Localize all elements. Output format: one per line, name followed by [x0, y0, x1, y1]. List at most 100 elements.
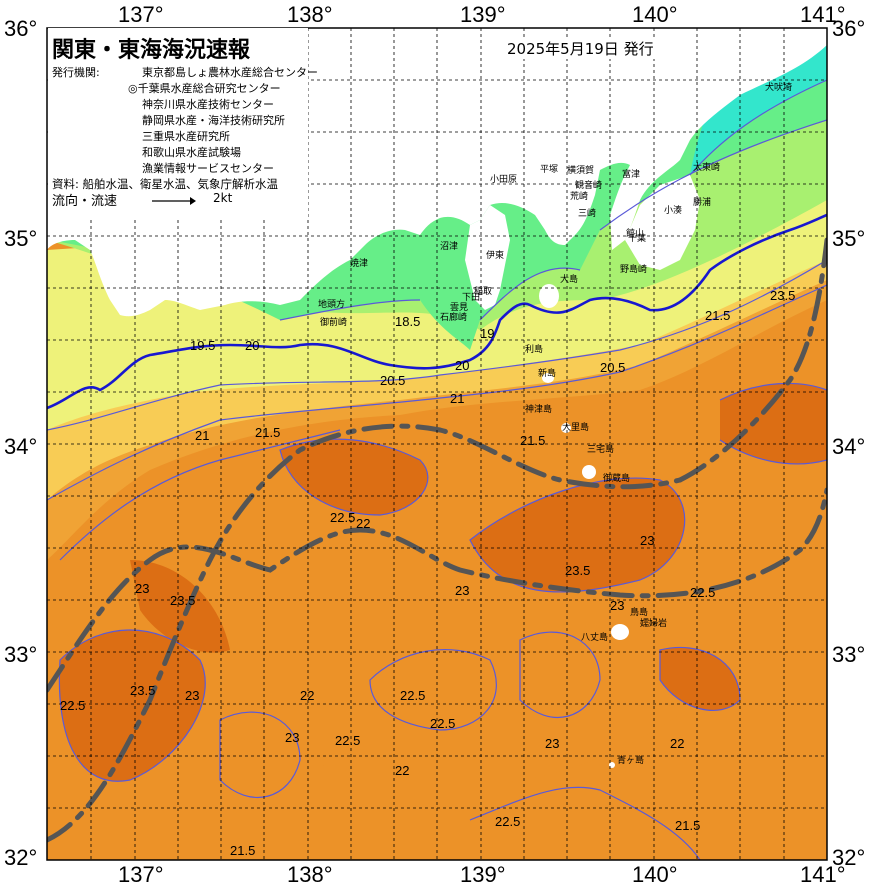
- lon-label: 139°: [460, 2, 506, 27]
- place-label: 勝浦: [693, 196, 711, 208]
- isotherm-label: 23: [545, 736, 559, 751]
- lat-label: 34°: [832, 434, 866, 459]
- isotherm-label: 23: [610, 598, 624, 613]
- lat-label: 36°: [832, 16, 866, 41]
- isotherm-label: 22: [670, 736, 684, 751]
- lat-label: 35°: [4, 226, 38, 251]
- isotherm-label: 21: [450, 391, 464, 406]
- lon-label: 140°: [632, 2, 678, 27]
- kuroshio-axis: [47, 237, 827, 843]
- isotherm-label: 21.5: [255, 425, 280, 440]
- lon-label: 141°: [800, 862, 846, 887]
- isotherm-label: 22: [356, 516, 370, 531]
- lat-label: 35°: [832, 226, 866, 251]
- isotherm-label: 22.5: [60, 698, 85, 713]
- lon-label: 137°: [118, 2, 164, 27]
- lon-label: 141°: [800, 2, 846, 27]
- lon-label: 137°: [118, 862, 164, 887]
- isotherm-label: 21.5: [675, 818, 700, 833]
- place-label: 石廊崎: [440, 311, 467, 323]
- isotherm-label: 23.5: [170, 593, 195, 608]
- place-label: 鳥島: [630, 606, 648, 618]
- isotherm-label: 23.5: [565, 563, 590, 578]
- isotherm-label: 23: [640, 533, 654, 548]
- agency-item: 和歌山県水産試験場: [142, 146, 241, 159]
- legend-box: [48, 28, 308, 218]
- isotherm-label: 21.5: [230, 843, 255, 858]
- place-label: 犬吠埼: [765, 81, 792, 93]
- isotherm-label: 22.5: [430, 716, 455, 731]
- agency-item: 三重県水産研究所: [142, 130, 230, 143]
- isotherm-20: [47, 213, 827, 410]
- lat-label: 34°: [4, 434, 38, 459]
- agency-label: 発行機関:: [52, 66, 100, 79]
- lon-label: 139°: [460, 862, 506, 887]
- isotherm-label: 20.5: [380, 373, 405, 388]
- isotherm-label: 22.5: [690, 585, 715, 600]
- place-label: 利島: [525, 343, 543, 355]
- lon-label: 138°: [287, 2, 333, 27]
- flow-scale: 2kt: [213, 191, 233, 205]
- place-label: 八丈島: [581, 631, 608, 643]
- place-labels: 犬吠埼 太東崎 勝浦 小湊 千葉 富津 館山 野島崎 横須賀 観音崎 荒崎 三崎…: [318, 81, 792, 766]
- isotherm-label: 23.5: [770, 288, 795, 303]
- place-label: 富津: [622, 168, 640, 180]
- island-oshima: [539, 284, 559, 308]
- isotherm-label: 22.5: [330, 510, 355, 525]
- lon-label: 138°: [287, 862, 333, 887]
- island-kozushima: [561, 423, 571, 433]
- land-izu: [465, 205, 510, 310]
- lat-label: 36°: [4, 16, 38, 41]
- lat-label: 32°: [4, 845, 38, 870]
- place-label: 新島: [538, 367, 556, 379]
- place-label: 沼津: [440, 241, 458, 252]
- island-miyake: [582, 465, 596, 479]
- isotherm-label: 22.5: [495, 814, 520, 829]
- agency-item: ◎千葉県水産総合研究センター: [128, 82, 281, 95]
- agency-item: 漁業情報サービスセンター: [142, 162, 274, 175]
- isotherm-label: 18.5: [395, 314, 420, 329]
- map-frame: [46, 27, 828, 861]
- place-label: 地頭方: [318, 298, 345, 310]
- place-label: 千葉: [628, 232, 646, 244]
- lat-label: 33°: [4, 642, 38, 667]
- isotherm-label: 22: [395, 763, 409, 778]
- isotherm-label: 21: [195, 428, 209, 443]
- isotherm-label: 23: [455, 583, 469, 598]
- isotherm-label: 23: [185, 688, 199, 703]
- place-label: 三宅島: [587, 443, 614, 455]
- isotherm-label: 22.5: [335, 733, 360, 748]
- flow-legend-label: 流向・流速: [52, 194, 118, 209]
- place-label: 横須賀: [567, 164, 594, 176]
- data-source: 資料: 船舶水温、衛星水温、気象庁解析水温: [52, 177, 279, 191]
- isotherm-label: 21.5: [520, 433, 545, 448]
- place-label: 観音崎: [575, 179, 602, 191]
- sst-22-south-zone: [47, 620, 827, 860]
- place-label: 雲見: [450, 302, 468, 313]
- isotherm-label: 20: [245, 338, 259, 353]
- place-label: 大里島: [562, 421, 589, 433]
- island-niijima: [542, 373, 554, 383]
- land-boso: [625, 175, 700, 270]
- place-label: 館山: [626, 227, 644, 239]
- place-label: 小湊: [664, 204, 682, 216]
- issue-date: 2025年5月19日 発行: [505, 38, 656, 59]
- isotherm-label: 23: [285, 730, 299, 745]
- lat-label: 32°: [832, 845, 866, 870]
- place-label: 嬬婦岩: [640, 617, 667, 629]
- isotherm-label: 22: [300, 688, 314, 703]
- agency-item: 静岡県水産・海洋技術研究所: [142, 114, 285, 127]
- place-label: 小田原: [490, 174, 517, 185]
- place-label: 野島崎: [620, 263, 647, 275]
- place-label: 稲取: [474, 285, 492, 297]
- island-aogashima: [609, 762, 615, 768]
- sst-23-core-northeast: [720, 383, 827, 464]
- isotherm-label: 19: [480, 326, 494, 341]
- isotherm-labels: 20.5 20 20 20.5 18.5 19 19.5 21 21 21.5 …: [60, 288, 795, 858]
- isotherm-label: 22.5: [400, 688, 425, 703]
- place-label: 伊東: [486, 249, 504, 261]
- agency-item: 東京都島しょ農林水産総合センター: [142, 66, 318, 79]
- place-label: 平塚: [540, 164, 558, 175]
- sst-23-core-west2: [130, 560, 230, 653]
